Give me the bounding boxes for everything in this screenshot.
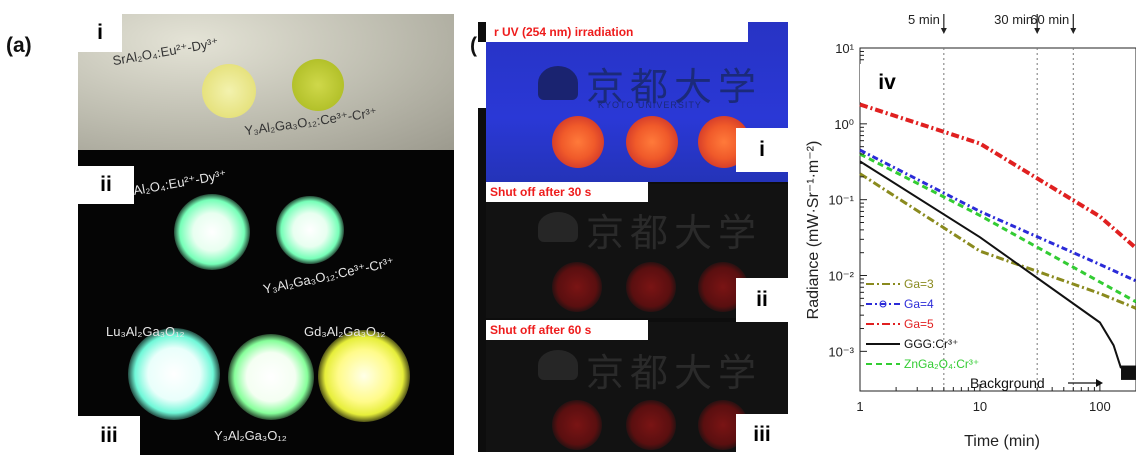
glow-disk-sral <box>174 194 250 270</box>
x-tick-label: 100 <box>1089 399 1111 414</box>
legend-label: Ga=4 <box>904 297 934 311</box>
kyoto-logo-text-dark-iii: 京都大学 <box>586 351 763 395</box>
logo-emblem <box>538 66 578 100</box>
sample-label-gd: Gd₃Al₂Ga₃O₁₂ <box>304 324 386 339</box>
time-marker-arrowhead <box>1034 28 1041 34</box>
y-tick-label: 10⁻¹ <box>828 193 854 208</box>
caption-bg-i-left <box>478 42 486 108</box>
x-tick-label: 1 <box>856 399 863 414</box>
time-marker-arrowhead <box>940 28 947 34</box>
sample-label-y: Y₃Al₂Ga₃O₁₂ <box>214 428 287 443</box>
sample-label-lu: Lu₃Al₂Ga₃O₁₂ <box>106 324 185 339</box>
glow-disk-gd <box>318 330 410 422</box>
red-disk-1 <box>552 116 604 168</box>
kyoto-logo-text-dark-ii: 京都大学 <box>586 211 763 255</box>
y-tick-label: 10⁰ <box>834 117 854 132</box>
photo-a-i: SrAl₂O₄:Eu²⁺-Dy³⁺ Y₃Al₂Ga₃O₁₂:Ce³⁺-Cr³⁺ <box>78 14 454 150</box>
background-annotation: Background <box>970 375 1045 391</box>
panel-a-label: (a) <box>6 34 32 57</box>
tag-b-ii: ii <box>736 278 788 322</box>
glow-disk-y <box>228 334 314 420</box>
caption-bg-iii <box>486 320 648 340</box>
y-tick-label: 10⁻² <box>828 269 854 284</box>
x-axis-label: Time (min) <box>964 433 1040 450</box>
tag-b-iii: iii <box>736 414 788 455</box>
sample-label-yagg-dark: Y₃Al₂Ga₃O₁₂:Ce³⁺-Cr³⁺ <box>261 254 396 297</box>
legend-label: Ga=3 <box>904 277 934 291</box>
y-tick-label: 10¹ <box>835 41 854 56</box>
background-arrowhead <box>1096 379 1103 387</box>
series-line <box>859 152 1136 304</box>
caption-bg-ii <box>486 182 648 202</box>
photo-b: 京都大学 KYOTO UNIVERSITY r UV (254 nm) irra… <box>478 22 788 452</box>
photo-a-ii-iii: SrAl₂O₄:Eu²⁺-Dy³⁺ Y₃Al₂Ga₃O₁₂:Ce³⁺-Cr³⁺ … <box>78 150 454 455</box>
kyoto-logo-text: 京都大学 <box>586 65 763 109</box>
caption-bg-i <box>486 22 748 42</box>
series-line <box>859 102 1136 250</box>
legend-label: GGG:Cr³⁺ <box>904 337 958 351</box>
tag-b-i: i <box>736 128 788 172</box>
tag-a-ii: ii <box>78 166 134 204</box>
y-axis-label: Radiance (mW·Sr⁻¹·m⁻²) <box>805 141 822 320</box>
photo-b-iii: 京都大学 <box>486 322 788 452</box>
legend-label: Ga=5 <box>904 317 934 331</box>
time-marker-label: 5 min <box>908 12 940 27</box>
caption-b-iii: Shut off after 60 s <box>490 323 592 337</box>
dark-red-disk-4 <box>552 400 602 450</box>
tag-a-iii: iii <box>78 416 140 455</box>
series-line <box>859 148 1136 283</box>
tag-a-i: i <box>78 14 122 52</box>
series-line <box>859 172 1136 310</box>
legend-marker <box>879 300 887 308</box>
logo-emblem-dark <box>538 212 578 242</box>
red-disk-2 <box>626 116 678 168</box>
logo-emblem-dark-iii <box>538 350 578 380</box>
dark-red-disk-5 <box>626 400 676 450</box>
kyoto-logo-sub: KYOTO UNIVERSITY <box>598 100 702 110</box>
caption-b-i: r UV (254 nm) irradiation <box>494 25 634 39</box>
series-line <box>859 160 1122 369</box>
legend-label: ZnGa₂O₄:Cr³⁺ <box>904 357 979 371</box>
time-marker-label: 30 min <box>994 12 1033 27</box>
dark-red-disk-2 <box>626 262 676 312</box>
sample-label-sral: SrAl₂O₄:Eu²⁺-Dy³⁺ <box>111 34 220 69</box>
time-marker-arrowhead <box>1070 28 1077 34</box>
caption-b-ii: Shut off after 30 s <box>490 185 592 199</box>
phosphor-disk-sral <box>202 64 256 118</box>
dark-red-disk-1 <box>552 262 602 312</box>
phosphor-disk-yagg <box>292 59 344 111</box>
glow-disk-lu <box>128 328 220 420</box>
tag-iv: iv <box>860 64 914 102</box>
time-marker-label: 60 min <box>1030 12 1069 27</box>
glow-disk-yagg <box>276 196 344 264</box>
x-tick-label: 10 <box>973 399 987 414</box>
background-level-block <box>1121 365 1136 380</box>
y-tick-label: 10⁻³ <box>828 344 854 359</box>
